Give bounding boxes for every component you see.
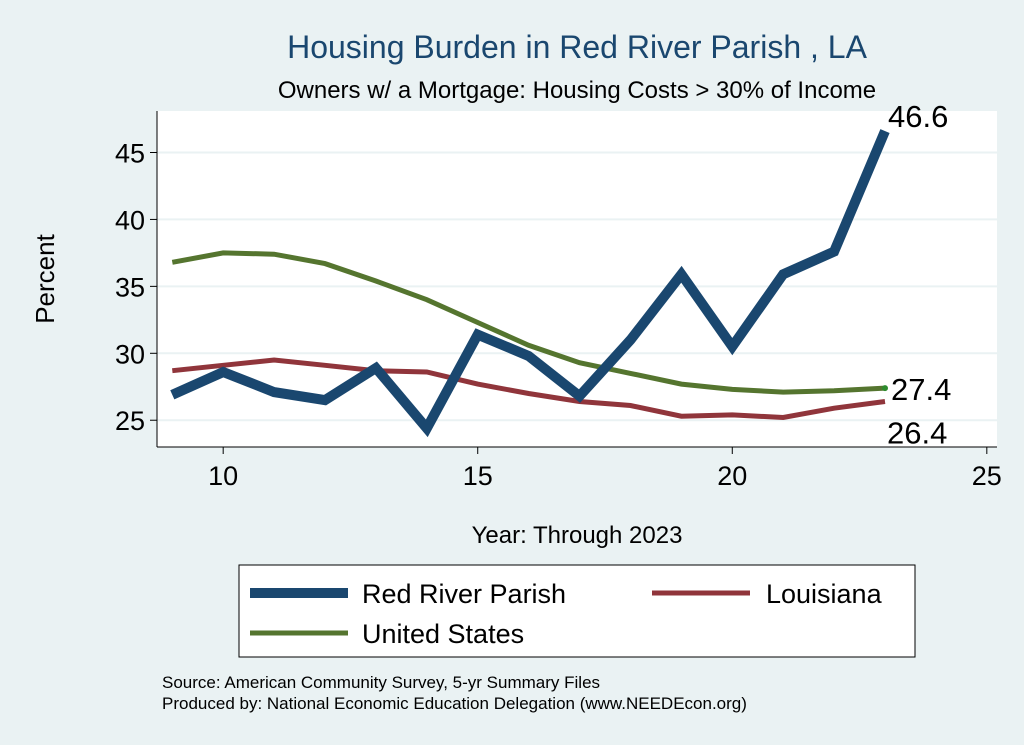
series-line-louisiana [172,357,886,421]
series-line-red-river-parish [170,129,890,438]
x-tick-label-20: 20 [717,461,747,491]
end-label-louisiana: 26.4 [887,415,947,450]
y-tick-label-30: 30 [115,339,145,369]
x-tick-label-25: 25 [972,461,1002,491]
chart-title: Housing Burden in Red River Parish , LA [287,29,868,65]
axes [156,111,997,448]
end-label-united-states: 27.4 [891,372,951,407]
x-ticks: 10 15 20 25 [208,447,1002,491]
legend-label-louisiana: Louisiana [766,579,883,609]
y-tick-label-45: 45 [115,138,145,168]
end-marker-united-states [882,385,888,392]
source-line-1: Source: American Community Survey, 5-yr … [162,673,600,692]
x-tick-label-15: 15 [463,461,493,491]
y-axis-label: Percent [30,233,60,323]
end-label-red-river-parish: 46.6 [888,99,948,134]
y-ticks: 25 30 35 40 45 [115,138,157,436]
series-line-united-states [171,250,886,395]
end-labels: 46.6 27.4 26.4 [882,99,951,450]
series-lines [170,129,890,438]
chart-subtitle: Owners w/ a Mortgage: Housing Costs > 30… [278,77,876,104]
source-line-2: Produced by: National Economic Education… [162,694,747,713]
legend-label-united-states: United States [362,619,524,649]
x-tick-label-10: 10 [208,461,238,491]
y-tick-label-40: 40 [115,205,145,235]
x-axis-label: Year: Through 2023 [472,522,683,549]
legend-box [238,564,916,658]
y-tick-label-35: 35 [115,272,145,302]
legend-label-red-river: Red River Parish [362,579,566,609]
legend: Red River Parish Louisiana United States [238,564,916,658]
gridlines [157,151,997,422]
y-tick-label-25: 25 [115,406,145,436]
